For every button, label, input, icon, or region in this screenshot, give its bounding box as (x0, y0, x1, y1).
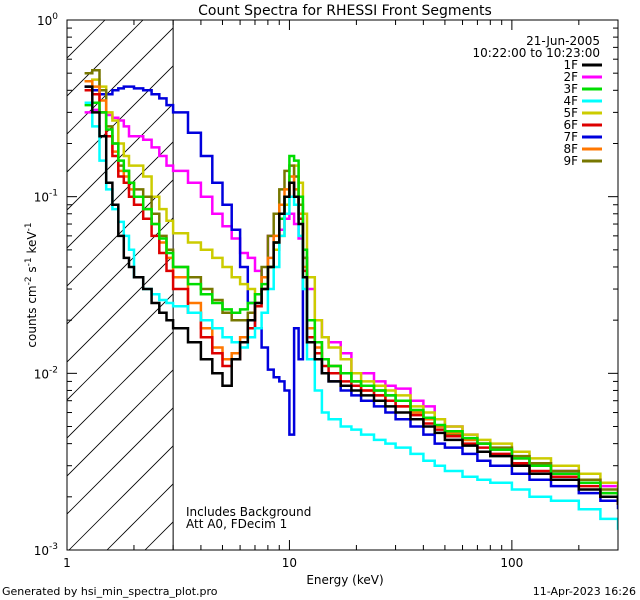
y-tick-labels: 10-3 10-2 10-1 100 (34, 12, 59, 558)
axis-ticks (66, 19, 619, 551)
legend-label-4F: 4F (563, 94, 578, 108)
series-line-6F (84, 89, 618, 505)
series-line-8F (84, 80, 618, 501)
series-line-3F (84, 101, 618, 501)
annotation-attenuator: Att A0, FDecim 1 (186, 517, 287, 531)
series-line-7F (84, 85, 618, 510)
series-line-2F (84, 108, 618, 497)
y-tick-label: 10-1 (34, 189, 58, 205)
legend-label-6F: 6F (563, 118, 578, 132)
x-axis-label: Energy (keV) (306, 573, 383, 587)
y-tick-label: 10-2 (34, 365, 58, 381)
generated-by-text: Generated by hsi_min_spectra_plot.pro (2, 585, 218, 598)
timestamp-text: 11-Apr-2023 16:26 (533, 585, 636, 598)
hatch-line (67, 141, 174, 249)
hatch-line (67, 103, 174, 211)
series-line-9F (84, 68, 618, 497)
x-tick-label: 10 (282, 556, 297, 570)
legend-label-5F: 5F (563, 106, 578, 120)
legend-label-3F: 3F (563, 82, 578, 96)
hatch-line (67, 20, 144, 97)
hatch-line (68, 445, 174, 550)
hatch-line (67, 179, 174, 287)
hatch-line (67, 369, 174, 477)
y-axis-label: counts cm-2 s-1 keV-1 (24, 222, 39, 347)
legend-label-8F: 8F (563, 142, 578, 156)
chart-title: Count Spectra for RHESSI Front Segments (198, 3, 492, 19)
hatch-line (67, 65, 174, 173)
y-tick-label: 10-3 (34, 542, 58, 558)
y-tick-label: 100 (37, 12, 58, 28)
hatch-line (67, 407, 174, 515)
legend-label-7F: 7F (563, 130, 578, 144)
series-group (84, 68, 618, 530)
legend-label-2F: 2F (563, 70, 578, 84)
annotation-background: Includes Background (186, 505, 311, 519)
plot-frame (66, 19, 619, 551)
legend-label-9F: 9F (563, 154, 578, 168)
time-range-label: 10:22:00 to 10:23:00 (473, 46, 600, 60)
date-label: 21-Jun-2005 (526, 34, 600, 48)
hatch-line (67, 20, 106, 59)
x-tick-label: 1 (63, 556, 71, 570)
legend-label-1F: 1F (563, 58, 578, 72)
hatch-line (67, 217, 174, 325)
series-line-1F (84, 85, 618, 505)
x-tick-label: 100 (500, 556, 523, 570)
x-tick-labels: 1 10 100 (63, 556, 523, 570)
hatch-line (67, 255, 174, 363)
